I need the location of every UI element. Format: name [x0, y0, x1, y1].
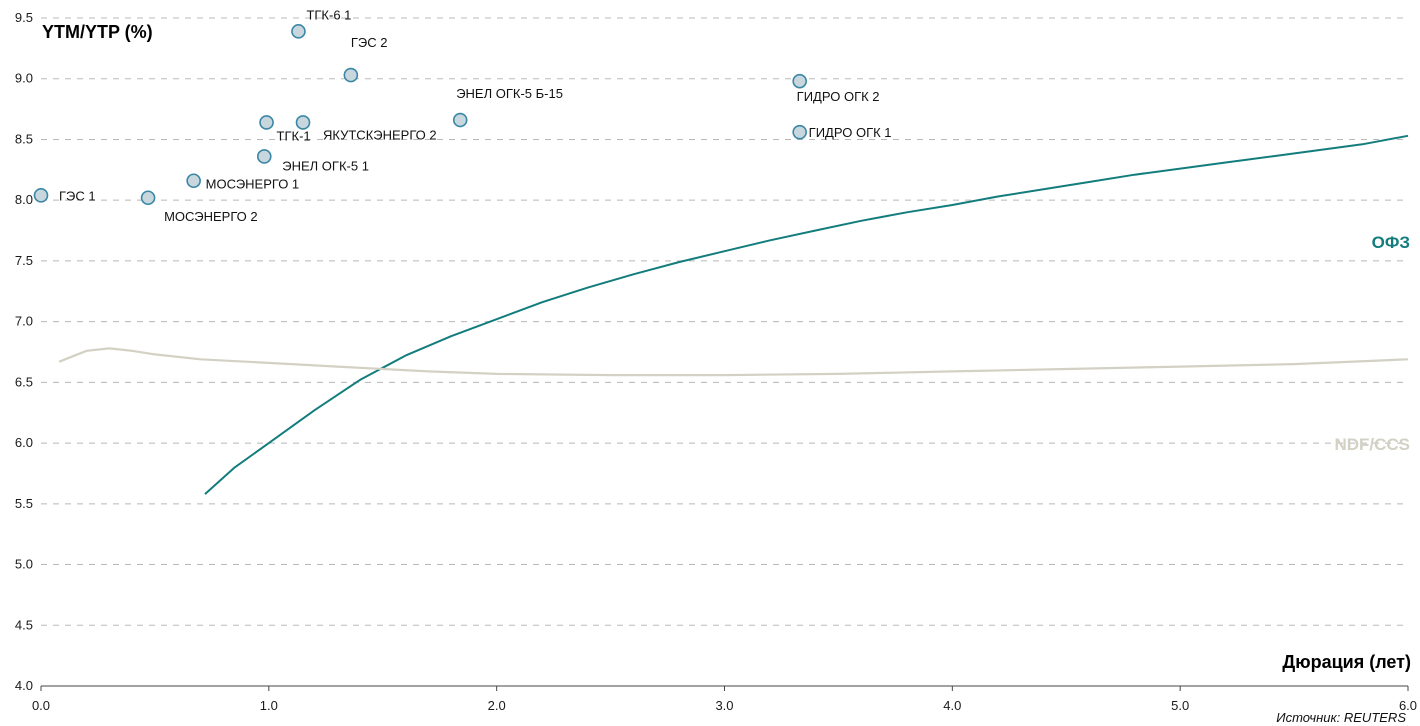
- bond-point: [291, 24, 306, 39]
- x-tick-label: 2.0: [488, 698, 506, 713]
- y-tick-label: 6.0: [15, 435, 33, 450]
- bond-point: [792, 124, 807, 140]
- y-tick-label: 5.5: [15, 496, 33, 511]
- bond-label: ТГК-6 1: [306, 7, 351, 22]
- bond-point: [792, 73, 807, 89]
- bond-label: ГЭС 2: [351, 35, 388, 50]
- bond-label: ГИДРО ОГК 1: [809, 125, 892, 140]
- y-tick-label: 6.5: [15, 374, 33, 389]
- bond-label: МОСЭНЕРГО 1: [206, 177, 300, 192]
- x-tick-label: 6.0: [1399, 698, 1417, 713]
- series-line-ofz: [204, 134, 1409, 495]
- bond-point: [256, 149, 272, 164]
- series-lines: [58, 134, 1409, 495]
- bond-point: [33, 188, 49, 203]
- y-tick-label: 5.0: [15, 557, 33, 572]
- x-axis-title: Дюрация (лет): [1282, 652, 1411, 672]
- series-line-ndf-ccs: [58, 347, 1409, 377]
- y-axis-title: YTM/YTP (%): [42, 22, 153, 42]
- bond-point: [452, 112, 468, 128]
- x-tick-label: 3.0: [715, 698, 733, 713]
- gridlines: [41, 17, 1408, 626]
- x-tick-label: 5.0: [1171, 698, 1189, 713]
- y-tick-label: 8.5: [15, 131, 33, 146]
- bond-point: [140, 190, 156, 206]
- bond-label: ЯКУТСКЭНЕРГО 2: [323, 127, 437, 142]
- x-tick-label: 0.0: [32, 698, 50, 713]
- y-tick-label: 7.0: [15, 314, 33, 329]
- bond-point: [295, 115, 311, 130]
- y-tick-label: 4.5: [15, 617, 33, 632]
- y-tick-label: 4.0: [15, 678, 33, 693]
- bond-label: ТГК-1: [277, 128, 311, 143]
- series-label-ndf-ccs: NDF/CCS: [1334, 435, 1410, 454]
- bond-label: ЭНЕЛ ОГК-5 1: [282, 158, 369, 173]
- y-tick-label: 9.0: [15, 71, 33, 86]
- bond-label: ЭНЕЛ ОГК-5 Б-15: [456, 86, 563, 101]
- axes: 4.0 4.5 5.0 5.5 6.0 6.5 7.0 7.5 8.0 8.5 9.0 9.5 0.0 1…: [15, 10, 1417, 713]
- bond-point: [259, 115, 274, 130]
- bond-label: ГИДРО ОГК 2: [797, 89, 880, 104]
- bond-labels: ГЭС 1 МОСЭНЕРГО 2 МОСЭНЕРГО 1 ЭНЕЛ ОГК-5 1 Т…: [59, 7, 892, 223]
- y-tick-label: 9.5: [15, 10, 33, 25]
- bond-point: [186, 173, 201, 189]
- x-tick-label: 4.0: [943, 698, 961, 713]
- y-tick-label: 7.5: [15, 253, 33, 268]
- x-tick-label: 1.0: [260, 698, 278, 713]
- bond-label: МОСЭНЕРГО 2: [164, 209, 258, 224]
- bond-point: [343, 67, 359, 83]
- y-tick-label: 8.0: [15, 192, 33, 207]
- series-label-ofz: ОФЗ: [1372, 233, 1410, 252]
- bond-label: ГЭС 1: [59, 188, 96, 203]
- source-note: Источник: REUTERS: [1276, 710, 1406, 725]
- bond-points: [33, 24, 807, 206]
